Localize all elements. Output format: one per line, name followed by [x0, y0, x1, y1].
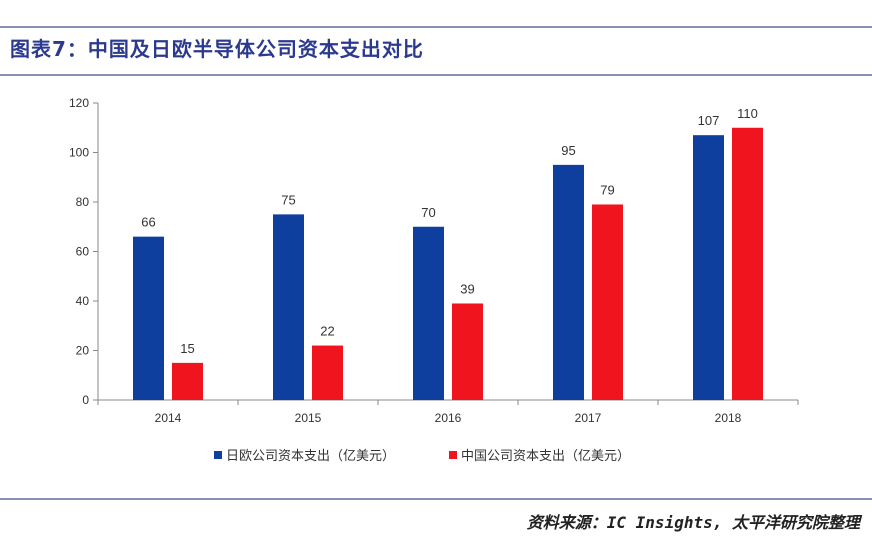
- legend-swatch: [214, 451, 222, 459]
- top-rule: [0, 26, 872, 28]
- y-tick-label: 120: [69, 96, 89, 110]
- y-tick-label: 100: [69, 146, 89, 160]
- x-tick-label: 2018: [715, 411, 742, 425]
- data-label: 79: [600, 182, 614, 197]
- x-tick-label: 2014: [155, 411, 182, 425]
- source-note: 资料来源：IC Insights, 太平洋研究院整理: [526, 513, 860, 532]
- y-tick-label: 80: [76, 195, 90, 209]
- data-label: 15: [180, 341, 194, 356]
- y-tick-label: 60: [76, 245, 90, 259]
- y-tick-label: 40: [76, 294, 90, 308]
- x-tick-label: 2015: [295, 411, 322, 425]
- bar-japan-europe-2018: [693, 135, 724, 401]
- bottom-rule: [0, 498, 872, 500]
- data-label: 110: [737, 106, 758, 121]
- bar-china-2014: [172, 362, 203, 400]
- legend-swatch: [449, 451, 457, 459]
- bar-chart: 0 20 40 60 80 100 120 2014 66 15 2015 75 22 2016 70 39 2…: [69, 96, 799, 464]
- data-label: 107: [698, 113, 720, 128]
- data-label: 22: [320, 324, 334, 339]
- x-tick-label: 2017: [575, 411, 602, 425]
- data-label: 66: [141, 215, 155, 230]
- bar-china-2015: [312, 345, 343, 400]
- bar-china-2017: [592, 204, 623, 400]
- legend-label: 日欧公司资本支出（亿美元）: [226, 449, 395, 464]
- data-label: 70: [421, 205, 435, 220]
- title-underline-rule: [0, 74, 872, 76]
- y-tick-label: 0: [82, 393, 89, 407]
- bar-japan-europe-2015: [273, 214, 304, 400]
- y-tick-label: 20: [76, 344, 90, 358]
- bar-japan-europe-2016: [413, 226, 444, 400]
- chart-title: 图表7：中国及日欧半导体公司资本支出对比: [10, 37, 424, 61]
- x-tick-label: 2016: [435, 411, 462, 425]
- data-label: 75: [281, 192, 295, 207]
- bar-japan-europe-2017: [553, 164, 584, 400]
- legend-label: 中国公司资本支出（亿美元）: [461, 449, 630, 464]
- bar-china-2018: [732, 127, 763, 400]
- bar-japan-europe-2014: [133, 236, 164, 400]
- data-label: 39: [460, 281, 474, 296]
- data-label: 95: [561, 143, 575, 158]
- bar-china-2016: [452, 303, 483, 400]
